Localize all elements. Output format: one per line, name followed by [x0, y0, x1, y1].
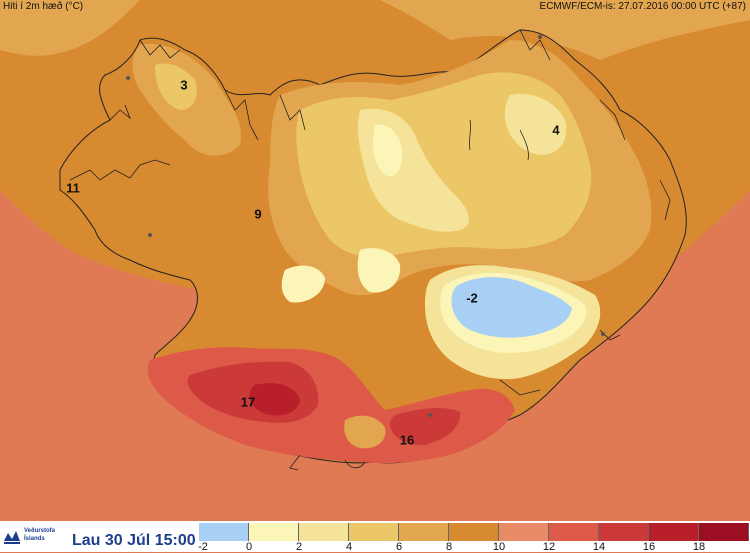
legend-swatch	[249, 523, 299, 541]
legend-tick-label: 0	[245, 541, 253, 553]
legend-tick-label: 16	[642, 541, 656, 553]
legend-swatch	[299, 523, 349, 541]
zone-16-18	[249, 383, 300, 416]
lakes	[344, 119, 529, 469]
zone-14-16	[187, 361, 461, 446]
legend-tick-label: 18	[692, 541, 706, 553]
legend-tick-label: 10	[492, 541, 506, 553]
map-label: -2	[466, 290, 478, 306]
legend-tick-label: 4	[345, 541, 353, 553]
legend-tick-label: 6	[395, 541, 403, 553]
vedurstofa-logo: Veðurstofa Íslands	[2, 526, 68, 550]
legend-swatch	[549, 523, 599, 541]
legend-swatch	[349, 523, 399, 541]
legend-tick-label: 12	[542, 541, 556, 553]
logo-line-2: Íslands	[24, 536, 45, 542]
zone-cool-pocket	[344, 415, 386, 449]
logo-line-1: Veðurstofa	[24, 528, 56, 534]
legend-swatch	[449, 523, 499, 541]
map-label: 11	[66, 180, 80, 196]
map-label: 9	[254, 206, 262, 222]
legend-tick-label: 8	[445, 541, 453, 553]
ne-ocean-band	[380, 0, 750, 60]
map-title: Hiti í 2m hæð (°C)	[3, 1, 84, 12]
legend-swatch	[499, 523, 549, 541]
map-label: 17	[240, 394, 256, 410]
map-label: 4	[552, 122, 560, 138]
color-legend: -2 0 2 4 6 8 10 12 14 16 18	[198, 523, 749, 553]
legend-swatch	[199, 523, 249, 541]
map-label: 3	[180, 77, 188, 93]
legend-swatch	[649, 523, 699, 541]
legend-swatch	[599, 523, 649, 541]
zone-0-2-a	[281, 124, 403, 303]
model-run-label: ECMWF/ECM-is: 27.07.2016 00:00 UTC (+87)	[539, 1, 746, 12]
legend-tick-label: 2	[295, 541, 303, 553]
legend-swatch	[699, 523, 749, 541]
map-label: 16	[399, 432, 415, 448]
zone-2-4	[357, 93, 567, 232]
coast-detail	[69, 29, 671, 471]
valid-time-label: Lau 30 Júl 15:00	[72, 532, 196, 549]
legend-tick-label: 14	[592, 541, 606, 553]
zone-glacier-cold	[451, 277, 572, 338]
nw-ocean-band	[0, 0, 140, 56]
logo-mark-icon	[4, 531, 20, 544]
legend-swatch	[399, 523, 449, 541]
legend-tick-label: -2	[198, 541, 208, 553]
